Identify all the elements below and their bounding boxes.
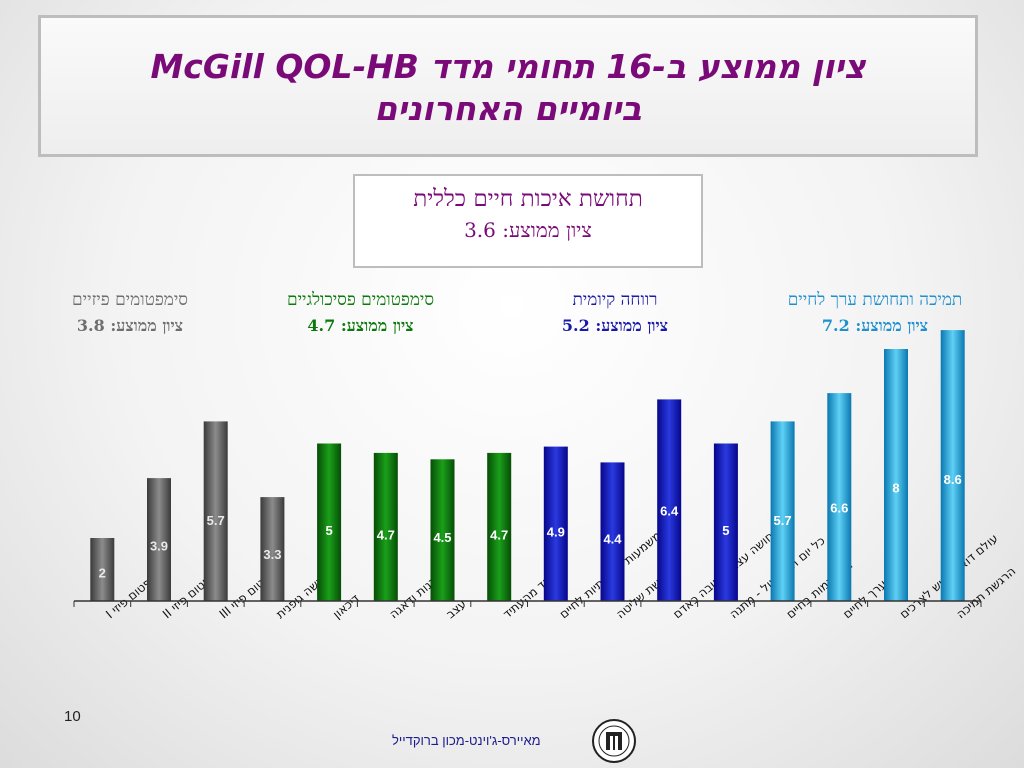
data-label-16: 8.6 — [944, 472, 962, 487]
bar-5 — [317, 443, 342, 601]
overall-qol-average: ציון ממוצע: 3.6 — [464, 218, 592, 242]
bar-13 — [770, 421, 795, 601]
bar-2 — [147, 478, 171, 601]
data-label-1: 2 — [99, 566, 106, 581]
group-label-support: תמיכה ותחושת ערך לחיים ציון ממוצע: 7.2 — [745, 290, 1005, 336]
group-name-psychological: סימפטומים פסיכולגיים — [286, 290, 435, 310]
data-label-5: 5 — [325, 523, 332, 538]
bar-12 — [713, 443, 738, 601]
data-label-13: 5.7 — [774, 513, 792, 528]
group-name-physical: סימפטומים פיזיים — [72, 290, 188, 310]
data-label-4: 3.3 — [263, 547, 281, 562]
data-label-11: 6.4 — [660, 503, 679, 518]
group-name-support: תמיכה ותחושת ערך לחיים — [787, 290, 963, 310]
data-label-9: 4.9 — [547, 525, 565, 540]
bar-9 — [543, 446, 568, 601]
group-label-psychological: סימפטומים פסיכולגיים ציון ממוצע: 4.7 — [238, 290, 483, 336]
bar-3 — [203, 421, 228, 601]
bar-8 — [487, 452, 512, 601]
overall-qol-label: תחושת איכות חיים כללית — [413, 186, 643, 212]
data-label-10: 4.4 — [603, 532, 622, 547]
bar-16 — [940, 330, 965, 601]
data-label-2: 3.9 — [150, 539, 168, 554]
bar-14 — [827, 393, 852, 601]
data-label-3: 5.7 — [207, 513, 225, 528]
bar-4 — [260, 497, 285, 601]
data-label-6: 4.7 — [377, 527, 395, 542]
bar-11 — [657, 399, 682, 601]
group-label-physical: סימפטומים פיזיים ציון ממוצע: 3.8 — [40, 290, 220, 336]
bar-10 — [600, 462, 625, 601]
group-name-existential: רווחה קיומית — [572, 290, 658, 310]
bar-1 — [90, 538, 115, 601]
data-label-7: 4.5 — [433, 530, 451, 545]
page-number: 10 — [64, 708, 81, 725]
bar-15 — [884, 349, 908, 601]
footer-credit: מאיירס-ג'וינט-מכון ברוקדייל — [392, 733, 541, 748]
chart-title-line2: ביומיים האחרונים — [374, 89, 642, 128]
overall-qol-box: תחושת איכות חיים כללית ציון ממוצע: 3.6 — [353, 174, 703, 268]
group-average-support: ציון ממוצע: 7.2 — [821, 316, 929, 335]
data-label-14: 6.6 — [830, 500, 848, 515]
group-average-physical: ציון ממוצע: 3.8 — [76, 316, 184, 335]
group-average-psychological: ציון ממוצע: 4.7 — [307, 316, 414, 335]
bar-6 — [373, 452, 398, 601]
data-label-15: 8 — [892, 481, 899, 496]
bar-7 — [430, 459, 455, 602]
data-label-12: 5 — [722, 523, 729, 538]
group-average-existential: ציון ממוצע: 5.2 — [561, 316, 669, 335]
title-box: ציון ממוצע ב-16 תחומי מדד McGill QOL-HB … — [38, 15, 978, 157]
chart-title-line1: ציון ממוצע ב-16 תחומי מדד McGill QOL-HB — [150, 47, 866, 86]
brookdale-logo-icon — [592, 719, 636, 763]
data-label-8: 4.7 — [490, 527, 508, 542]
group-label-existential: רווחה קיומית ציון ממוצע: 5.2 — [525, 290, 705, 336]
